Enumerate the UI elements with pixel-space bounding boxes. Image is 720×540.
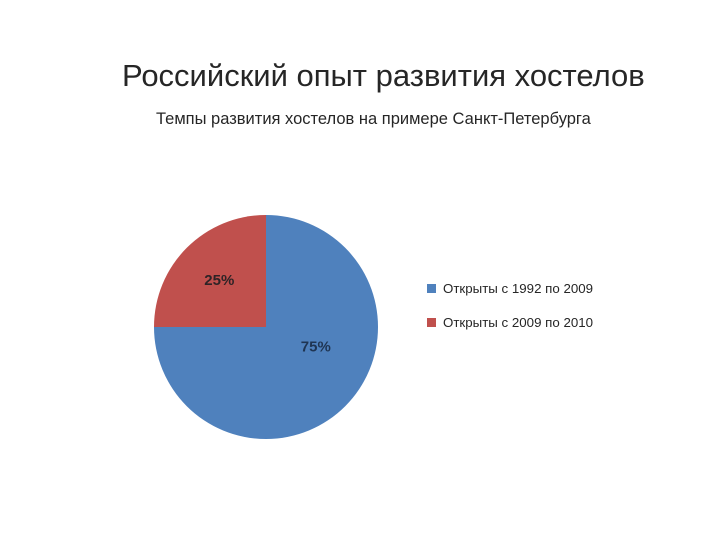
- legend-swatch-2: [427, 318, 436, 327]
- pie-chart: 75% 25%: [154, 215, 378, 439]
- pie-slice-2: [154, 215, 266, 327]
- legend-swatch-1: [427, 284, 436, 293]
- pie-label-1: 75%: [301, 339, 331, 356]
- legend-label-1: Открыты с 1992 по 2009: [443, 281, 594, 296]
- slide-title: Российский опыт развития хостелов: [122, 58, 645, 93]
- legend-item-2: Открыты с 2009 по 2010: [427, 315, 593, 330]
- pie-label-2: 25%: [204, 272, 234, 289]
- legend-label-2: Открыты с 2009 по 2010: [443, 315, 594, 330]
- slide-subtitle: Темпы развития хостелов на примере Санкт…: [156, 110, 591, 128]
- chart-legend: Открыты с 1992 по 2009 Открыты с 2009 по …: [427, 281, 593, 349]
- pie-svg: 75% 25%: [154, 215, 378, 439]
- legend-item-1: Открыты с 1992 по 2009: [427, 281, 593, 296]
